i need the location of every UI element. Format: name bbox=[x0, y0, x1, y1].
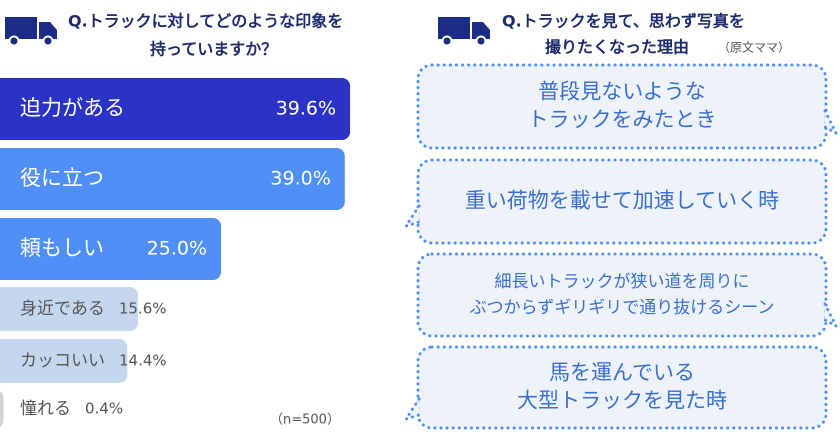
value-label: 14.4% bbox=[119, 352, 167, 370]
reasons-title: Q.トラックを見て、思わず写真を bbox=[502, 12, 745, 31]
truck-icon bbox=[5, 17, 57, 47]
value-label: 0.4% bbox=[85, 400, 123, 418]
bar bbox=[0, 148, 345, 210]
category-label: 身近である bbox=[20, 299, 105, 319]
bubble-tail bbox=[402, 397, 421, 422]
reasons-title: 撮りたくなった理由 bbox=[545, 38, 689, 57]
chart-title: Q.トラックに対してどのような印象を bbox=[68, 12, 343, 31]
bubble-text: 普段見ないような bbox=[538, 80, 706, 104]
category-label: カッコいい bbox=[20, 351, 105, 371]
category-label: 憧れる bbox=[20, 399, 71, 419]
bubble-tail bbox=[823, 109, 840, 137]
chart-title: 持っていますか？ bbox=[150, 40, 277, 59]
value-label: 39.6% bbox=[276, 98, 336, 120]
bar bbox=[0, 390, 4, 428]
bubble-text: 馬を運んでいる bbox=[549, 361, 695, 385]
bubble-text: トラックをみたとき bbox=[528, 108, 717, 132]
bar bbox=[0, 287, 138, 331]
bubble-tail bbox=[402, 204, 421, 229]
speech-bubble bbox=[416, 345, 828, 430]
bar bbox=[0, 218, 221, 280]
speech-bubble bbox=[416, 158, 828, 245]
bubble-tail bbox=[823, 302, 840, 330]
speech-bubble bbox=[416, 63, 828, 150]
value-label: 15.6% bbox=[119, 300, 167, 318]
truck-icon bbox=[438, 17, 490, 47]
category-label: 迫力がある bbox=[20, 96, 125, 120]
category-label: 役に立つ bbox=[20, 166, 104, 190]
value-label: 25.0% bbox=[147, 238, 207, 260]
bubble-text: 重い荷物を載せて加速していく時 bbox=[465, 189, 779, 213]
bubble-text: 細長いトラックが狭い道を周りに bbox=[495, 272, 750, 292]
speech-bubble bbox=[416, 252, 828, 338]
value-label: 39.0% bbox=[270, 168, 330, 190]
bar bbox=[0, 78, 351, 140]
bubble-text: 大型トラックを見た時 bbox=[517, 389, 727, 413]
sample-note: （n=500） bbox=[270, 413, 340, 428]
category-label: 頼もしい bbox=[20, 236, 104, 260]
bar bbox=[0, 339, 128, 383]
bubble-text: ぶつからずギリギリで通り抜けるシーン bbox=[470, 298, 775, 318]
reasons-note: （原文ママ） bbox=[718, 40, 790, 55]
